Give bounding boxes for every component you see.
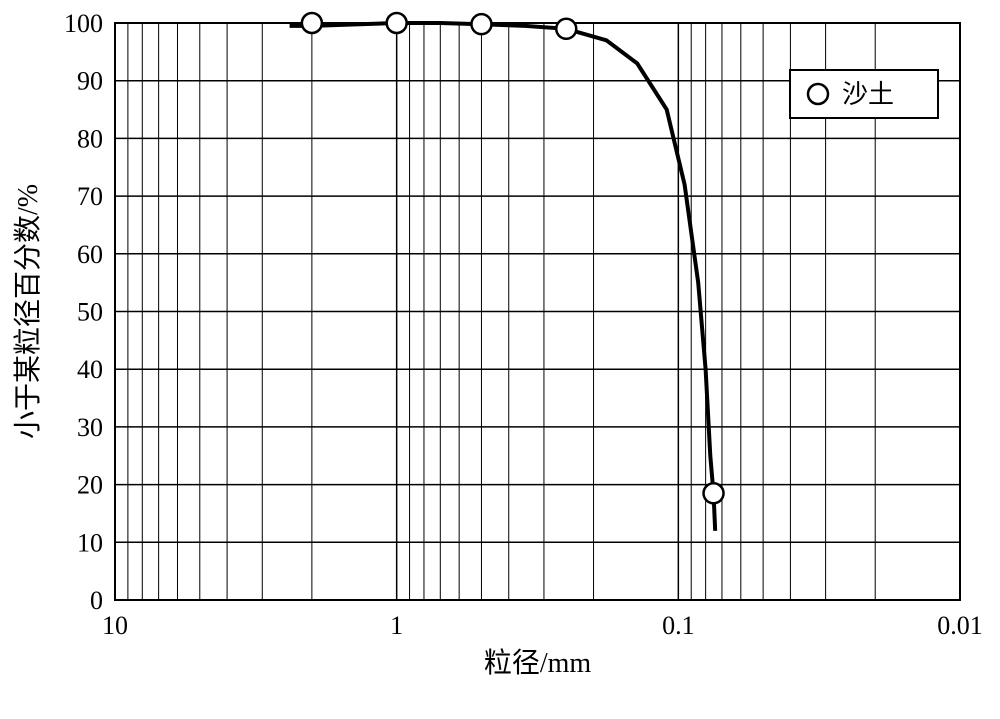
y-tick-label: 80	[77, 124, 103, 153]
y-tick-label: 40	[77, 355, 103, 384]
data-marker	[471, 14, 491, 34]
x-tick-label: 0.01	[937, 611, 983, 640]
y-tick-label: 30	[77, 413, 103, 442]
y-tick-label: 100	[64, 9, 103, 38]
y-axis-title: 小于某粒径百分数/%	[12, 184, 44, 439]
x-axis-title: 粒径/mm	[484, 647, 592, 679]
y-tick-label: 60	[77, 240, 103, 269]
data-marker	[556, 19, 576, 39]
x-tick-label: 10	[102, 611, 128, 640]
y-tick-label: 90	[77, 67, 103, 96]
legend-label: 沙土	[842, 80, 894, 109]
particle-size-chart: 01020304050607080901001010.10.01粒径/mm小于某…	[0, 0, 1000, 719]
series-line	[290, 23, 716, 531]
legend-marker-icon	[808, 84, 828, 104]
y-tick-label: 10	[77, 528, 103, 557]
data-marker	[387, 13, 407, 33]
y-tick-label: 20	[77, 471, 103, 500]
y-tick-label: 50	[77, 298, 103, 327]
data-marker	[704, 483, 724, 503]
y-tick-label: 70	[77, 182, 103, 211]
x-tick-label: 1	[390, 611, 403, 640]
chart-container: 01020304050607080901001010.10.01粒径/mm小于某…	[0, 0, 1000, 719]
data-marker	[302, 13, 322, 33]
x-tick-label: 0.1	[662, 611, 695, 640]
